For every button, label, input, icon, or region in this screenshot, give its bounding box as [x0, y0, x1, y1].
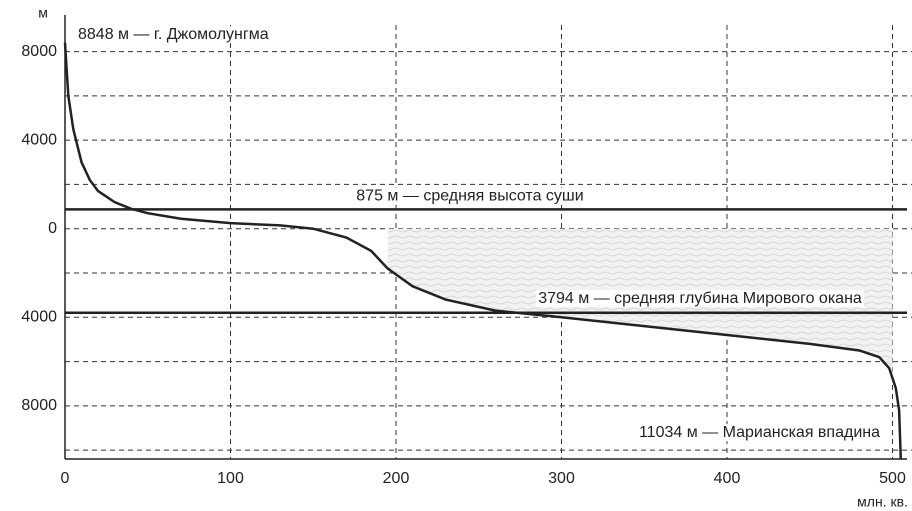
annotation-bg — [636, 424, 883, 442]
x-axis-label: млн. кв. км — [857, 494, 912, 510]
annotation-bg — [354, 187, 586, 205]
y-tick-label: 8000 — [21, 43, 57, 60]
x-tick-label: 300 — [548, 470, 575, 487]
x-tick-label: 100 — [217, 470, 244, 487]
annotation: 3794 м — средняя глубина Мирового окана — [538, 290, 862, 307]
x-tick-label: 0 — [61, 470, 70, 487]
y-tick-label: 8000 — [21, 397, 57, 414]
annotation: 8848 м — г. Джомолунгма — [78, 26, 269, 43]
ocean-area — [387, 228, 893, 379]
annotation: 11034 м — Марианская впадина — [639, 424, 880, 441]
y-tick-label: 4000 — [21, 131, 57, 148]
annotation: 875 м — средняя высота суши — [356, 188, 583, 205]
x-tick-label: 500 — [879, 470, 906, 487]
line — [63, 42, 903, 460]
annotation-bg — [536, 289, 864, 307]
y-tick-label: 0 — [48, 220, 57, 237]
x-tick-label: 400 — [714, 470, 741, 487]
x-tick-label: 200 — [383, 470, 410, 487]
y-tick-label: 4000 — [21, 309, 57, 326]
y-axis-label: м — [38, 5, 48, 21]
annotation-bg — [76, 26, 271, 44]
